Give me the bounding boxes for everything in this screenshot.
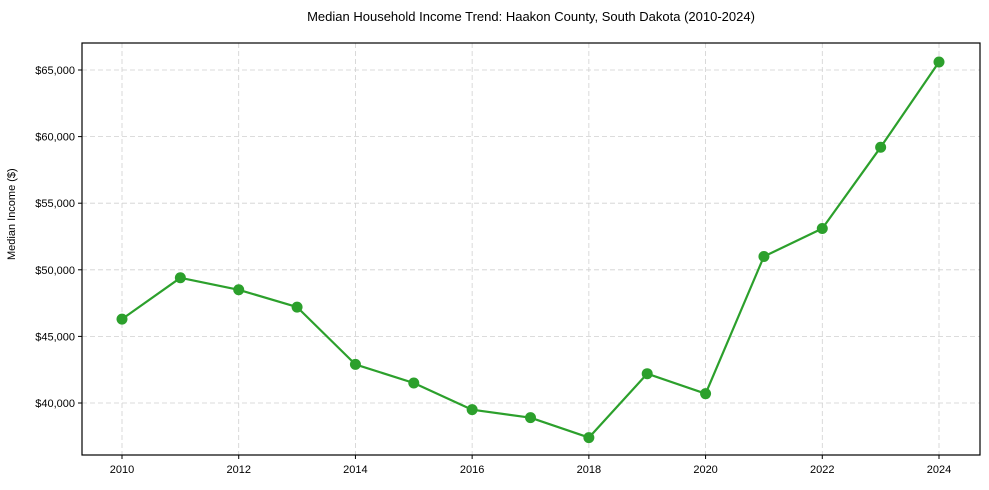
x-tick-label: 2018 [577, 464, 601, 476]
data-point-marker [525, 412, 536, 424]
y-tick-label: $65,000 [35, 65, 75, 77]
data-point-marker [700, 388, 712, 400]
data-point-marker [408, 377, 420, 389]
data-point-marker [233, 284, 245, 296]
x-tick-label: 2024 [927, 464, 951, 476]
data-point-marker [291, 301, 303, 313]
chart-title: Median Household Income Trend: Haakon Co… [307, 9, 755, 24]
x-tick-label: 2022 [810, 464, 834, 476]
grid-lines [82, 43, 980, 455]
x-tick-label: 2020 [693, 464, 717, 476]
y-tick-label: $40,000 [35, 398, 75, 410]
x-tick-label: 2016 [460, 464, 484, 476]
data-point-marker [583, 432, 595, 444]
x-tick-label: 2012 [226, 464, 250, 476]
y-axis: $40,000 $45,000 $50,000 $55,000 $60,000 $65,0… [35, 65, 82, 410]
plot-frame [81, 42, 981, 456]
data-series [116, 56, 945, 444]
x-tick-label: 2010 [110, 464, 134, 476]
series-line [121, 61, 940, 439]
y-tick-label: $55,000 [35, 198, 75, 210]
data-point-marker [641, 368, 653, 380]
data-point-marker [816, 223, 828, 235]
data-point-marker [875, 141, 887, 153]
data-point-marker [933, 56, 945, 68]
x-axis: 2010 2012 2014 2016 2018 2020 2022 2024 [110, 455, 951, 476]
y-tick-label: $50,000 [35, 265, 75, 277]
data-point-marker [116, 313, 128, 325]
data-point-marker [758, 250, 770, 262]
data-point-marker [466, 404, 478, 416]
x-tick-label: 2014 [343, 464, 367, 476]
y-tick-label: $60,000 [35, 132, 75, 144]
data-point-marker [174, 272, 186, 284]
data-point-marker [349, 358, 361, 370]
y-tick-label: $45,000 [35, 331, 75, 343]
